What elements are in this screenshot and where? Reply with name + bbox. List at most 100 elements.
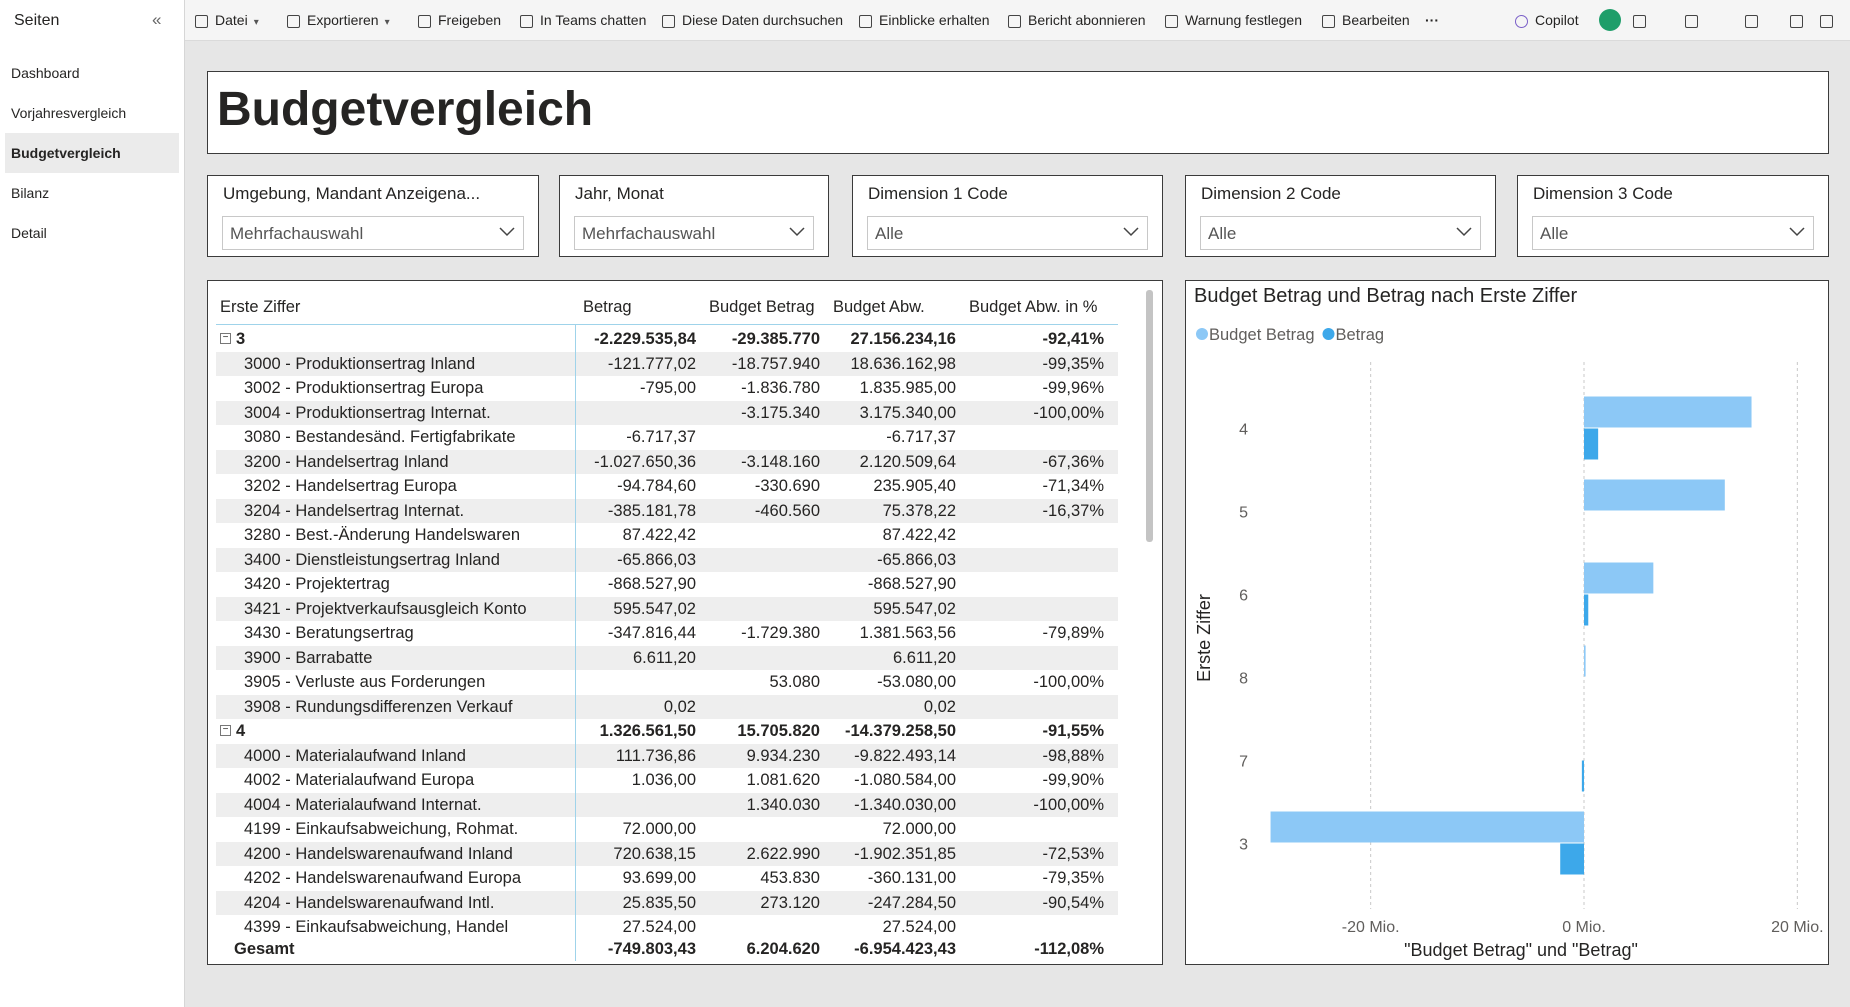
collapse-button[interactable]: « [152,10,162,29]
cell: 3200 - Handelsertrag Inland [244,452,449,471]
sidebar: Seiten « Dashboard Vorjahresvergleich Budg… [0,0,185,1007]
label: Exportieren [307,12,379,28]
cell: 235.905,40 [873,477,956,495]
cell: 3000 - Produktionsertrag Inland [244,354,476,373]
toolbar-icon[interactable] [1790,0,1810,40]
slicer-dropdown[interactable]: Mehrfachauswahl [574,216,814,250]
cell: -67,36% [1042,452,1104,471]
cell: -347.816,44 [607,624,696,642]
legend-label: Betrag [1336,326,1385,344]
slicer-dropdown[interactable]: Alle [867,216,1148,250]
cell: 2.120.509,64 [859,452,956,471]
scrollbar[interactable] [1146,290,1153,542]
chevron [1123,227,1139,237]
cell: 72.000,00 [622,820,696,838]
cell: -1.340.030,00 [854,795,956,814]
bar [1560,843,1584,875]
cell: 3204 - Handelsertrag Internat. [244,501,465,520]
toolbar-icon[interactable] [1685,0,1705,40]
cell: -247.284,50 [867,893,956,912]
data-row: 4204 - Handelswarenaufwand Intl. 25.835,5… [216,890,1118,915]
slicer: Jahr, Monat Mehrfachauswahl [559,175,829,257]
y-tick-label: 6 [1239,588,1248,605]
cell: 3420 - Projektertrag [244,575,390,593]
data-row: 4200 - Handelswarenaufwand Inland 720.638… [216,841,1118,866]
chevron [789,227,805,237]
cell: 4 [236,722,246,740]
page-link[interactable]: Dashboard [11,65,80,81]
cell: -121.777,02 [607,354,696,373]
column-divider [575,324,576,961]
slicer: Dimension 3 Code Alle [1517,175,1829,257]
toolbar-button[interactable]: In Teams chatten [520,0,646,40]
cell: 1.081.620 [746,771,820,789]
data-row: 4002 - Materialaufwand Europa 1.036,00 1.0… [216,768,1118,793]
cell: 3 [236,330,246,348]
cell: 4199 - Einkaufsabweichung, Rohmat. [244,820,519,838]
page-link[interactable]: Bilanz [11,185,50,201]
cell: 111.736,86 [615,746,696,765]
cell: 3430 - Beratungsertrag [244,624,414,642]
toolbar-button[interactable]: Datei ▾ [195,0,259,40]
toolbar-button[interactable]: Einblicke erhalten [859,0,990,40]
expand-icon[interactable]: − [220,333,231,344]
cell: -385.181,78 [607,501,696,520]
y-tick-label: 5 [1239,505,1248,522]
cell: 18.636.162,98 [850,354,956,373]
chevron [1456,227,1472,237]
toolbar-button[interactable]: Diese Daten durchsuchen [662,0,843,40]
expand-icon[interactable]: − [220,725,231,736]
chevron [1789,227,1805,237]
sidebar-title: Seiten [14,12,60,29]
icon [1165,15,1178,28]
cell: 1.340.030 [746,795,820,814]
data-row: 4199 - Einkaufsabweichung, Rohmat. 72.000… [216,817,1118,842]
slicer-label: Dimension 1 Code [868,184,1008,203]
x-axis-title: "Budget Betrag" und "Betrag" [1404,940,1638,960]
bar [1584,594,1589,626]
toolbar-icon[interactable] [1633,0,1653,40]
cell: 87.422,42 [882,526,956,544]
toolbar-button[interactable]: Exportieren ▾ [287,0,390,40]
cell: -65.866,03 [877,550,956,569]
copilot-button[interactable]: Copilot [1515,0,1579,40]
cell: 87.422,42 [622,526,696,544]
slicer-dropdown[interactable]: Alle [1200,216,1481,250]
page-link[interactable]: Detail [11,225,47,241]
toolbar-button[interactable]: Bericht abonnieren [1008,0,1146,40]
toolbar-icon[interactable] [1820,0,1840,40]
label: Bericht abonnieren [1028,12,1146,28]
chevron: ▾ [253,17,259,28]
slicer-dropdown[interactable]: Mehrfachauswahl [222,216,524,250]
cell: 3905 - Verluste aus Forderungen [244,673,486,691]
cell: -360.131,00 [867,869,956,887]
cell: Budget Betrag [709,298,815,316]
slicer-dropdown[interactable]: Alle [1532,216,1814,250]
cell: -100,00% [1033,403,1104,422]
cell: -112,08% [1034,940,1104,958]
data-row: 4202 - Handelswarenaufwand Europa 93.699,… [216,866,1118,891]
icon [287,15,300,28]
cell: 6.611,20 [632,648,696,667]
cell: -1.080.584,00 [854,771,956,789]
data-row: 3004 - Produktionsertrag Internat. -3.175… [216,400,1118,425]
toolbar-button[interactable]: Warnung festlegen [1165,0,1302,40]
cell: -6.717,37 [886,428,956,446]
slicer-value: Mehrfachauswahl [230,224,364,243]
bar [1584,396,1752,428]
toolbar-icon[interactable] [1745,0,1765,40]
cell: Budget Abw. in % [969,298,1098,316]
slicer-value: Alle [1208,224,1237,243]
page-link[interactable]: Budgetvergleich [5,133,179,173]
toolbar-button[interactable]: Freigeben [418,0,501,40]
toolbar-button[interactable]: Bearbeiten [1322,0,1410,40]
more-button[interactable]: ··· [1425,12,1439,28]
cell: Betrag [583,298,632,316]
cell: 27.156.234,16 [850,330,956,348]
page-link[interactable]: Vorjahresvergleich [11,105,127,121]
data-row: 3204 - Handelsertrag Internat. -385.181,7… [216,498,1118,523]
cell: -3.148.160 [741,452,820,471]
cell: 3202 - Handelsertrag Europa [244,477,457,495]
cell: 15.705.820 [737,722,820,740]
